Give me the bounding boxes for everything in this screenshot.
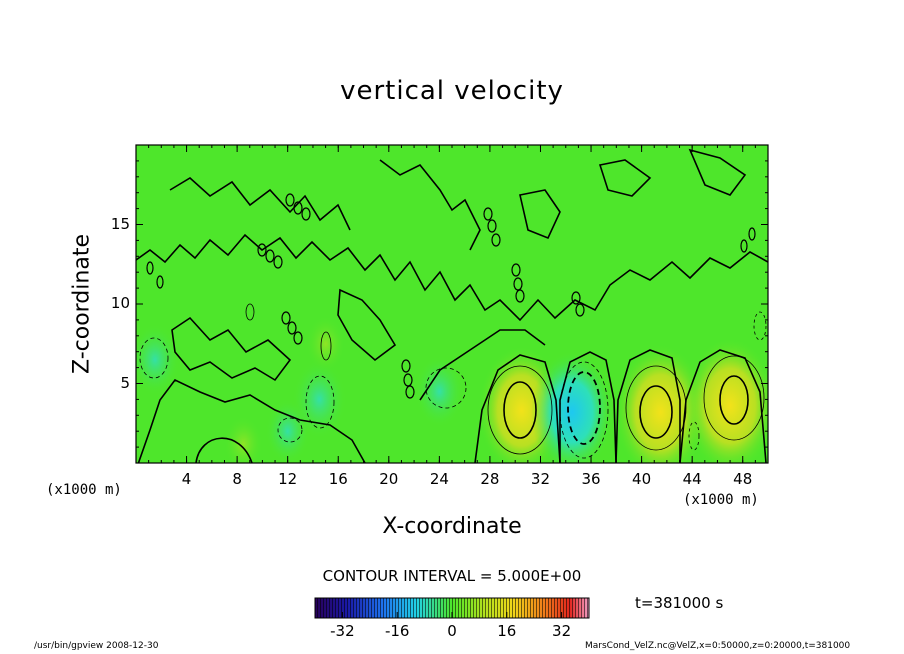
small-contour-rings xyxy=(146,193,756,399)
x-unit-right: (x1000 m) xyxy=(683,492,759,508)
field-feature-downdraft xyxy=(530,351,614,463)
footer-source: MarsCond_VelZ.nc@VelZ,x=0:50000,z=0:2000… xyxy=(585,641,851,651)
field-feature-downdraft xyxy=(265,399,310,463)
contour-interval-label: CONTOUR INTERVAL = 5.000E+00 xyxy=(322,567,582,585)
field-feature-updraft xyxy=(306,315,346,373)
y-tick-label: 15 xyxy=(110,214,130,233)
x-tick-label: 40 xyxy=(632,470,652,488)
x-axis-label: X-coordinate xyxy=(382,514,522,539)
colorbar-tick-label: -16 xyxy=(384,622,410,640)
colorbar-tick-label: 16 xyxy=(497,622,517,640)
chart-title: vertical velocity xyxy=(340,76,564,106)
x-tick-label: 32 xyxy=(530,470,551,488)
field-feature-updraft xyxy=(684,337,768,463)
contour-lines xyxy=(136,148,768,463)
x-tick-label: 48 xyxy=(733,470,753,488)
thin-contours xyxy=(139,303,767,459)
x-tick-label: 36 xyxy=(581,470,601,488)
colorbar-tick-label: 32 xyxy=(552,622,572,640)
x-tick-label: 8 xyxy=(232,470,242,488)
x-tick-label: 24 xyxy=(429,470,449,488)
field-feature-updraft xyxy=(223,415,264,463)
footer-program-date: /usr/bin/gpview 2008-12-30 xyxy=(34,641,159,651)
x-tick-label: 20 xyxy=(379,470,399,488)
x-tick-label: 16 xyxy=(328,470,348,488)
field-feature-downdraft xyxy=(414,355,464,428)
x-unit-left: (x1000 m) xyxy=(46,482,122,498)
colorbar-tick-label: -32 xyxy=(330,622,355,640)
y-axis-label: Z-coordinate xyxy=(69,234,95,374)
x-tick-label: 28 xyxy=(480,470,500,488)
x-tick-label: 44 xyxy=(682,470,702,488)
colorbar-tick-label: 0 xyxy=(447,622,457,640)
time-label: t=381000 s xyxy=(635,594,724,612)
heatmap-field xyxy=(136,145,768,463)
field-feature-downdraft xyxy=(136,324,180,396)
x-tick-label: 4 xyxy=(181,470,192,488)
y-tick-label: 5 xyxy=(120,373,130,392)
x-tick-label: 12 xyxy=(278,470,298,488)
y-tick-label: 10 xyxy=(110,294,130,312)
